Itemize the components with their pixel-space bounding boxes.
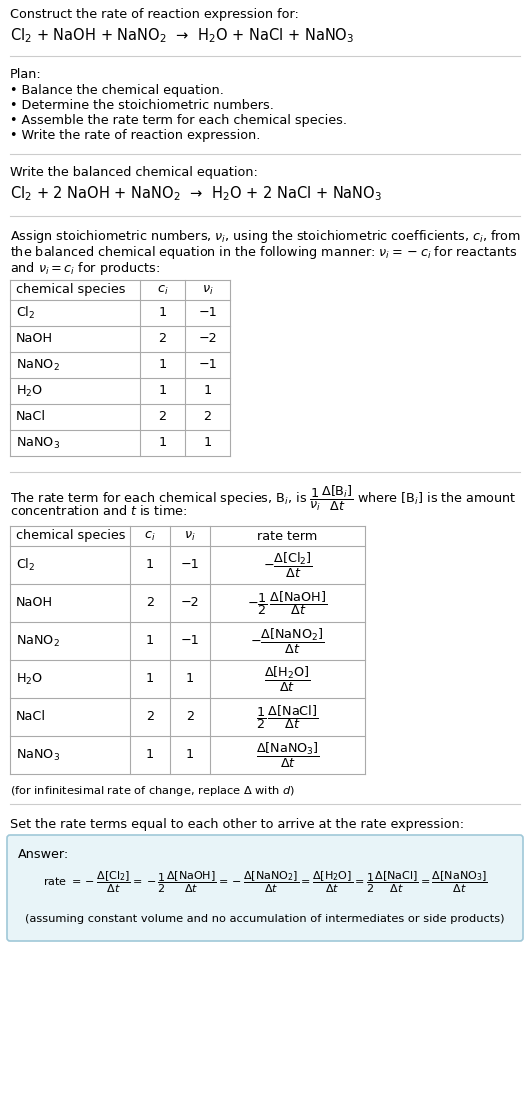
Text: −1: −1 [181,558,199,572]
Text: $\nu_i$: $\nu_i$ [184,529,196,543]
Text: rate term: rate term [258,529,317,543]
Text: • Determine the stoichiometric numbers.: • Determine the stoichiometric numbers. [10,99,274,112]
Text: (assuming constant volume and no accumulation of intermediates or side products): (assuming constant volume and no accumul… [25,914,505,924]
Text: Set the rate terms equal to each other to arrive at the rate expression:: Set the rate terms equal to each other t… [10,818,464,831]
Text: Construct the rate of reaction expression for:: Construct the rate of reaction expressio… [10,8,299,21]
Text: 1: 1 [158,358,166,371]
Text: −2: −2 [181,596,199,609]
Text: Cl$_2$: Cl$_2$ [16,305,36,321]
Text: NaNO$_3$: NaNO$_3$ [16,747,60,763]
Text: 1: 1 [146,673,154,685]
Text: NaNO$_3$: NaNO$_3$ [16,436,60,450]
Text: 1: 1 [146,748,154,762]
FancyBboxPatch shape [7,835,523,941]
Text: Answer:: Answer: [18,848,69,861]
Text: 1: 1 [186,748,194,762]
Text: Plan:: Plan: [10,68,42,81]
Text: NaCl: NaCl [16,410,46,424]
Text: • Assemble the rate term for each chemical species.: • Assemble the rate term for each chemic… [10,115,347,127]
Text: 2: 2 [158,410,166,424]
Text: $\dfrac{\Delta[\mathrm{NaNO_3}]}{\Delta t}$: $\dfrac{\Delta[\mathrm{NaNO_3}]}{\Delta … [255,741,320,770]
Text: H$_2$O: H$_2$O [16,384,43,398]
Text: 1: 1 [158,437,166,449]
Text: NaOH: NaOH [16,332,53,346]
Text: 1: 1 [146,635,154,647]
Text: Assign stoichiometric numbers, $\nu_i$, using the stoichiometric coefficients, $: Assign stoichiometric numbers, $\nu_i$, … [10,228,521,245]
Text: Cl$_2$: Cl$_2$ [16,557,36,573]
Text: −1: −1 [181,635,199,647]
Text: $c_i$: $c_i$ [157,284,168,297]
Text: 2: 2 [146,596,154,609]
Text: rate $= -\dfrac{\Delta[\mathrm{Cl_2}]}{\Delta t} = -\dfrac{1}{2}\dfrac{\Delta[\m: rate $= -\dfrac{\Delta[\mathrm{Cl_2}]}{\… [42,870,488,895]
Text: NaCl: NaCl [16,711,46,724]
Text: chemical species: chemical species [16,529,126,543]
Text: chemical species: chemical species [16,284,126,297]
Text: 2: 2 [146,711,154,724]
Text: The rate term for each chemical species, B$_i$, is $\dfrac{1}{\nu_i}\dfrac{\Delt: The rate term for each chemical species,… [10,484,517,514]
Text: the balanced chemical equation in the following manner: $\nu_i = -c_i$ for react: the balanced chemical equation in the fo… [10,244,517,261]
Text: NaNO$_2$: NaNO$_2$ [16,357,60,373]
Text: Cl$_2$ + NaOH + NaNO$_2$  →  H$_2$O + NaCl + NaNO$_3$: Cl$_2$ + NaOH + NaNO$_2$ → H$_2$O + NaCl… [10,26,354,44]
Text: 2: 2 [204,410,211,424]
Text: 1: 1 [146,558,154,572]
Text: concentration and $t$ is time:: concentration and $t$ is time: [10,504,188,518]
Text: $-\dfrac{\Delta[\mathrm{Cl_2}]}{\Delta t}$: $-\dfrac{\Delta[\mathrm{Cl_2}]}{\Delta t… [262,550,313,579]
Text: 1: 1 [158,385,166,397]
Text: and $\nu_i = c_i$ for products:: and $\nu_i = c_i$ for products: [10,260,160,277]
Text: 1: 1 [186,673,194,685]
Text: −1: −1 [198,307,217,319]
Text: Cl$_2$ + 2 NaOH + NaNO$_2$  →  H$_2$O + 2 NaCl + NaNO$_3$: Cl$_2$ + 2 NaOH + NaNO$_2$ → H$_2$O + 2 … [10,183,382,202]
Text: • Write the rate of reaction expression.: • Write the rate of reaction expression. [10,129,260,142]
Text: H$_2$O: H$_2$O [16,672,43,686]
Text: Write the balanced chemical equation:: Write the balanced chemical equation: [10,166,258,179]
Text: $\dfrac{\Delta[\mathrm{H_2O}]}{\Delta t}$: $\dfrac{\Delta[\mathrm{H_2O}]}{\Delta t}… [264,665,311,694]
Text: • Balance the chemical equation.: • Balance the chemical equation. [10,85,224,97]
Text: $-\dfrac{\Delta[\mathrm{NaNO_2}]}{\Delta t}$: $-\dfrac{\Delta[\mathrm{NaNO_2}]}{\Delta… [250,626,325,656]
Text: 2: 2 [186,711,194,724]
Text: (for infinitesimal rate of change, replace Δ with $d$): (for infinitesimal rate of change, repla… [10,784,295,798]
Text: $\dfrac{1}{2}\,\dfrac{\Delta[\mathrm{NaCl}]}{\Delta t}$: $\dfrac{1}{2}\,\dfrac{\Delta[\mathrm{NaC… [257,703,319,731]
Text: $\nu_i$: $\nu_i$ [202,284,213,297]
Text: $c_i$: $c_i$ [144,529,156,543]
Text: 1: 1 [204,437,211,449]
Text: 1: 1 [158,307,166,319]
Text: −1: −1 [198,358,217,371]
Text: NaNO$_2$: NaNO$_2$ [16,634,60,648]
Text: 1: 1 [204,385,211,397]
Text: $-\dfrac{1}{2}\,\dfrac{\Delta[\mathrm{NaOH}]}{\Delta t}$: $-\dfrac{1}{2}\,\dfrac{\Delta[\mathrm{Na… [248,589,328,617]
Text: 2: 2 [158,332,166,346]
Text: −2: −2 [198,332,217,346]
Text: NaOH: NaOH [16,596,53,609]
